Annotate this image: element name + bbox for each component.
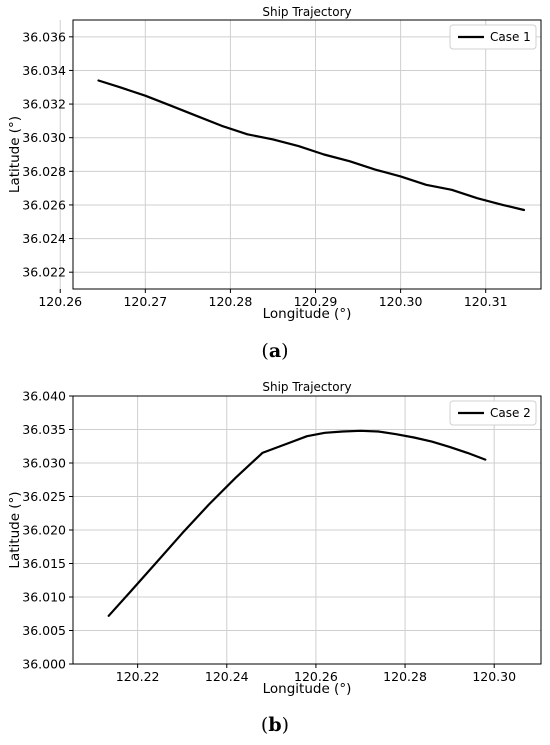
y-axis-label: Latitude (°) <box>7 116 23 193</box>
legend-box <box>449 24 537 50</box>
x-tick-label: 120.31 <box>464 294 508 309</box>
figure-panel-b: 120.22 120.24 120.26 120.28 120.30 36.000 36.0… <box>0 372 550 745</box>
y-tick-label: 36.024 <box>22 231 66 246</box>
legend-box <box>449 400 537 426</box>
legend: Case 1 <box>449 24 537 50</box>
x-axis-label: Longitude (°) <box>263 306 352 322</box>
series-line-case-1 <box>97 79 526 212</box>
y-tick-label: 36.015 <box>22 556 66 571</box>
caption-b: (b) <box>260 714 290 736</box>
y-tick-label: 36.005 <box>22 623 66 638</box>
y-tick-label: 36.020 <box>22 523 66 538</box>
y-tick-label: 36.032 <box>22 97 66 112</box>
chart-title: Ship Trajectory <box>262 5 351 19</box>
y-tick-label: 36.030 <box>22 456 66 471</box>
legend: Case 2 <box>449 400 537 426</box>
x-tick-label: 120.24 <box>205 669 249 684</box>
x-tick-label: 120.26 <box>38 294 82 309</box>
y-tick-label: 36.040 <box>22 389 66 404</box>
y-tick-label: 36.000 <box>22 657 66 672</box>
x-tick-label: 120.29 <box>294 294 338 309</box>
plot-frame <box>72 19 542 290</box>
y-tick-label: 36.034 <box>22 63 66 78</box>
y-tick-label: 36.010 <box>22 590 66 605</box>
x-axis-label: Longitude (°) <box>263 681 352 697</box>
caption-letter-b: b <box>268 714 282 736</box>
y-tick-label: 36.030 <box>22 130 66 145</box>
trajectory-chart-case-1: 120.26 120.27 120.28 120.29 120.30 120.31 36.0… <box>7 5 542 322</box>
x-tick-label: 120.26 <box>294 669 338 684</box>
x-tick-label: 120.28 <box>383 669 427 684</box>
x-tick-label: 120.28 <box>209 294 253 309</box>
x-tick-label: 120.22 <box>116 669 160 684</box>
x-tick-label: 120.27 <box>123 294 167 309</box>
y-tick-label: 36.036 <box>22 29 66 44</box>
x-tick-label: 120.30 <box>472 669 516 684</box>
caption-letter-a: a <box>268 340 282 362</box>
y-tick-label: 36.025 <box>22 489 66 504</box>
x-tick-label: 120.30 <box>379 294 423 309</box>
legend-entry: Case 2 <box>490 406 531 420</box>
legend-entry: Case 1 <box>490 30 531 44</box>
y-tick-label: 36.026 <box>22 197 66 212</box>
caption-a: (a) <box>261 340 289 362</box>
y-tick-label: 36.022 <box>22 265 66 280</box>
y-axis-label: Latitude (°) <box>7 491 23 568</box>
y-tick-label: 36.035 <box>22 422 66 437</box>
y-tick-label: 36.028 <box>22 164 66 179</box>
trajectory-chart-case-2: 120.22 120.24 120.26 120.28 120.30 36.000 36.0… <box>7 380 542 697</box>
figure-panel-a: 120.26 120.27 120.28 120.29 120.30 120.31 36.0… <box>0 0 550 372</box>
series-line-case-2 <box>107 429 487 617</box>
chart-title: Ship Trajectory <box>262 380 351 394</box>
